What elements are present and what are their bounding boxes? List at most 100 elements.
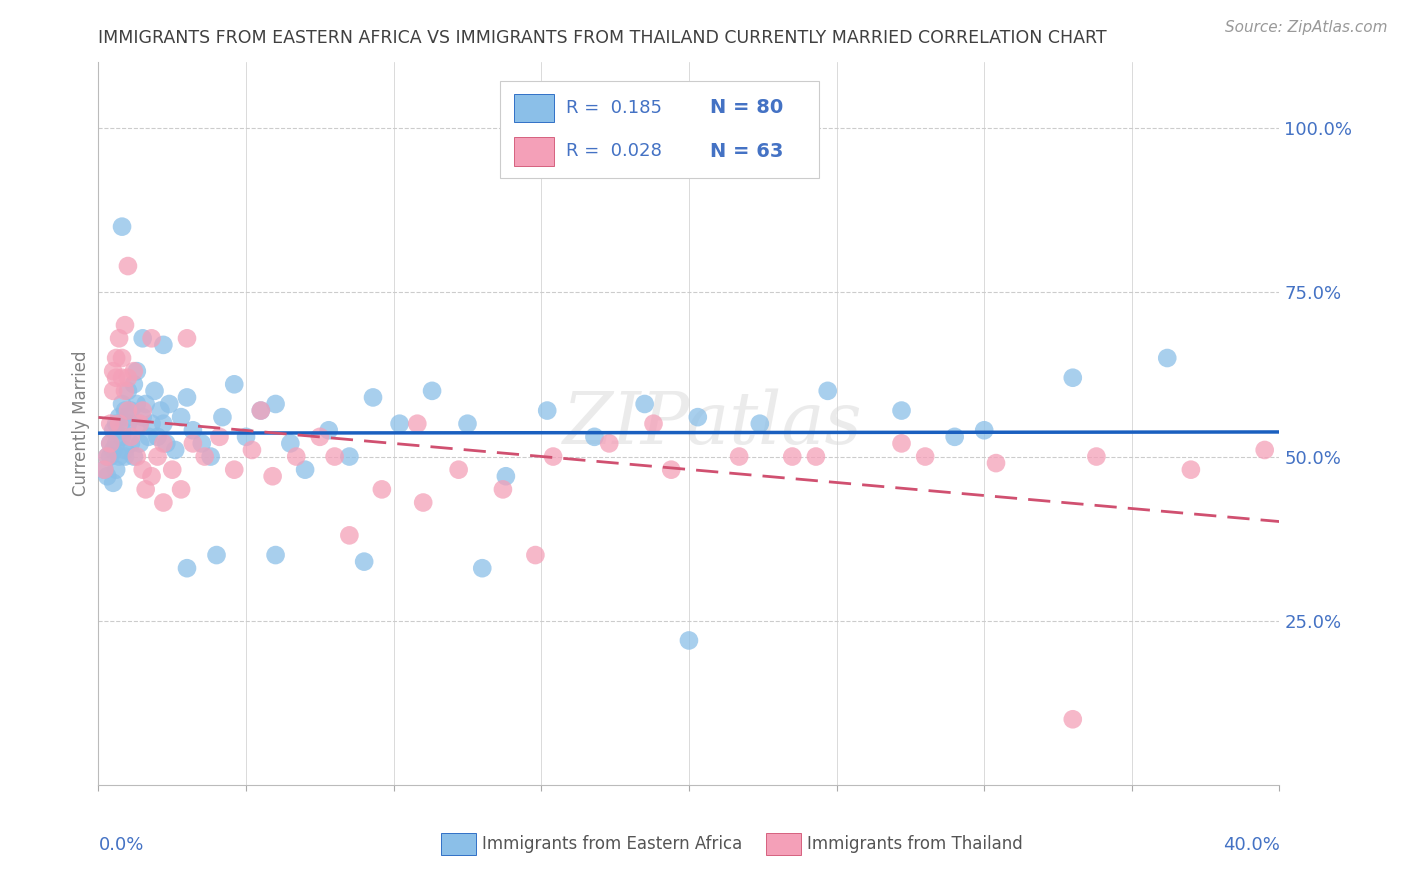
Point bbox=[176, 331, 198, 345]
Point bbox=[583, 430, 606, 444]
Point bbox=[132, 331, 155, 345]
Point bbox=[782, 450, 804, 464]
Point bbox=[152, 436, 174, 450]
Point bbox=[108, 417, 131, 431]
Point bbox=[141, 417, 163, 431]
Text: N = 63: N = 63 bbox=[710, 142, 783, 161]
Text: 0.0%: 0.0% bbox=[98, 836, 143, 854]
Point bbox=[165, 442, 187, 457]
Point bbox=[536, 403, 558, 417]
Point bbox=[643, 417, 665, 431]
Point bbox=[191, 436, 214, 450]
Point bbox=[240, 442, 263, 457]
Point bbox=[117, 403, 139, 417]
Point bbox=[114, 318, 136, 333]
Point bbox=[141, 469, 163, 483]
Point bbox=[157, 397, 180, 411]
Point bbox=[339, 450, 361, 464]
Point bbox=[108, 331, 131, 345]
Point bbox=[105, 351, 128, 365]
Point bbox=[132, 403, 155, 417]
Point bbox=[371, 483, 394, 497]
Point bbox=[194, 450, 217, 464]
Point bbox=[105, 436, 128, 450]
Point bbox=[200, 450, 222, 464]
Point bbox=[155, 436, 177, 450]
Point bbox=[149, 403, 172, 417]
Point bbox=[495, 469, 517, 483]
Point bbox=[973, 423, 995, 437]
Point bbox=[176, 561, 198, 575]
Point bbox=[120, 403, 142, 417]
Point bbox=[105, 370, 128, 384]
Point bbox=[146, 450, 169, 464]
Point bbox=[205, 548, 228, 562]
Point bbox=[146, 430, 169, 444]
Point bbox=[388, 417, 411, 431]
Point bbox=[122, 364, 145, 378]
Point bbox=[264, 397, 287, 411]
Point bbox=[323, 450, 346, 464]
Point bbox=[208, 430, 231, 444]
Point bbox=[114, 403, 136, 417]
Point bbox=[117, 384, 139, 398]
Point bbox=[890, 436, 912, 450]
Point bbox=[96, 450, 118, 464]
Point bbox=[108, 450, 131, 464]
Point bbox=[181, 436, 204, 450]
Point bbox=[111, 397, 134, 411]
Point bbox=[128, 417, 150, 431]
Point bbox=[170, 483, 193, 497]
Point bbox=[132, 410, 155, 425]
Point bbox=[114, 442, 136, 457]
Point bbox=[598, 436, 620, 450]
Point bbox=[105, 463, 128, 477]
Point bbox=[235, 430, 257, 444]
Point bbox=[318, 423, 340, 437]
Point bbox=[250, 403, 273, 417]
Point bbox=[108, 410, 131, 425]
Text: R =  0.028: R = 0.028 bbox=[567, 143, 662, 161]
Y-axis label: Currently Married: Currently Married bbox=[72, 351, 90, 497]
FancyBboxPatch shape bbox=[441, 833, 477, 855]
Text: Source: ZipAtlas.com: Source: ZipAtlas.com bbox=[1225, 20, 1388, 35]
Point bbox=[943, 430, 966, 444]
Point bbox=[804, 450, 827, 464]
Point bbox=[211, 410, 233, 425]
Point bbox=[103, 364, 125, 378]
Text: R =  0.185: R = 0.185 bbox=[567, 99, 662, 117]
Point bbox=[128, 417, 150, 431]
Point bbox=[103, 475, 125, 490]
Point bbox=[285, 450, 308, 464]
Point bbox=[152, 495, 174, 509]
Point bbox=[524, 548, 547, 562]
Point bbox=[353, 555, 375, 569]
Point bbox=[111, 370, 134, 384]
Point bbox=[98, 450, 121, 464]
Point bbox=[143, 384, 166, 398]
Point bbox=[117, 259, 139, 273]
Text: ZIPatlas: ZIPatlas bbox=[562, 388, 862, 459]
Point bbox=[280, 436, 302, 450]
Point bbox=[406, 417, 429, 431]
Point bbox=[457, 417, 479, 431]
Point bbox=[181, 423, 204, 437]
Text: N = 80: N = 80 bbox=[710, 98, 783, 118]
Point bbox=[125, 397, 148, 411]
Point bbox=[98, 436, 121, 450]
Point bbox=[125, 450, 148, 464]
Point bbox=[492, 483, 515, 497]
Point bbox=[262, 469, 284, 483]
Point bbox=[103, 442, 125, 457]
Point bbox=[120, 436, 142, 450]
Point bbox=[447, 463, 470, 477]
Point bbox=[890, 403, 912, 417]
Text: IMMIGRANTS FROM EASTERN AFRICA VS IMMIGRANTS FROM THAILAND CURRENTLY MARRIED COR: IMMIGRANTS FROM EASTERN AFRICA VS IMMIGR… bbox=[98, 29, 1107, 47]
Point bbox=[634, 397, 657, 411]
Point bbox=[748, 417, 770, 431]
Point bbox=[93, 463, 115, 477]
Point bbox=[135, 397, 157, 411]
Point bbox=[1180, 463, 1202, 477]
Point bbox=[659, 463, 682, 477]
FancyBboxPatch shape bbox=[515, 94, 554, 122]
